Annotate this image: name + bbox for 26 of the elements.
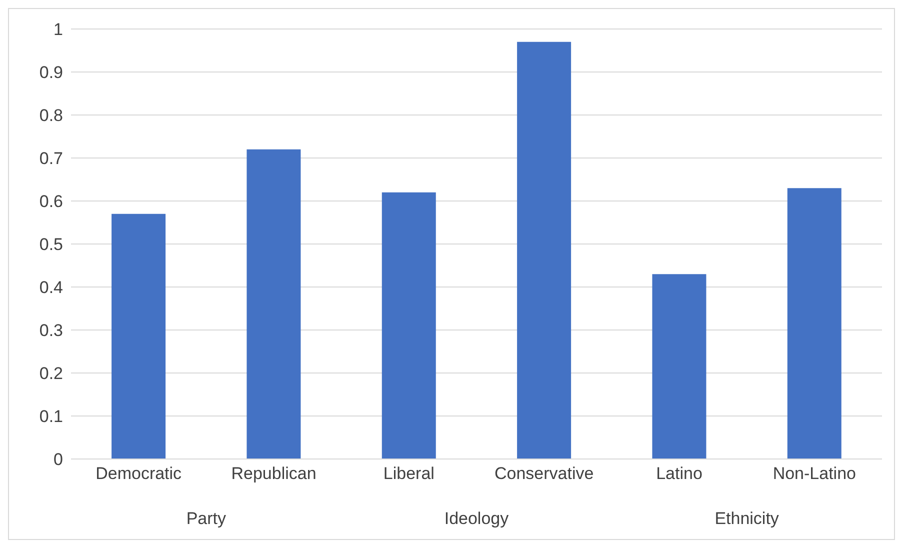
y-tick-label: 0.8 — [39, 106, 63, 126]
y-tick-label: 0.2 — [39, 364, 63, 384]
x-tick-label: Liberal — [383, 464, 434, 484]
text: Ideology — [443, 509, 510, 529]
bar — [787, 188, 842, 459]
y-tick-label: 1 — [54, 20, 63, 40]
x-tick-label: Latino — [656, 464, 702, 484]
bar — [652, 274, 706, 459]
bar — [246, 149, 301, 459]
y-tick-label: 0.4 — [39, 278, 63, 298]
y-tick-label: 0.7 — [39, 149, 63, 168]
text: Ethnicity — [714, 509, 780, 529]
y-tick-label: 0.3 — [39, 321, 63, 340]
bar — [382, 192, 436, 459]
bar — [517, 42, 572, 459]
y-tick-label: 0.1 — [39, 407, 63, 426]
x-tick-label: Non-Latino — [772, 464, 856, 484]
bar — [112, 214, 166, 459]
x-tick-label: Democratic — [96, 464, 182, 484]
x-tick-label: Republican — [231, 464, 316, 484]
text: Party — [185, 509, 227, 529]
x-tick-label: Conservative — [494, 464, 594, 484]
y-tick-label: 0 — [54, 450, 63, 470]
y-tick-label: 0.6 — [39, 192, 63, 212]
y-tick-label: 0.5 — [39, 235, 63, 254]
y-tick-label: 0.9 — [39, 63, 63, 82]
